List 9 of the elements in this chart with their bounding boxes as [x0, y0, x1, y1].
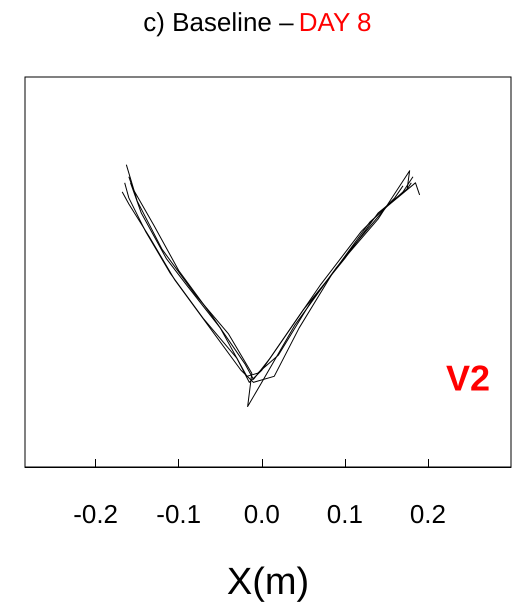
x-tick-label: -0.1: [156, 499, 202, 529]
x-tick-label: 0.2: [410, 499, 446, 529]
chart-title: c) Baseline –: [143, 7, 294, 37]
annotation: V2: [446, 358, 490, 398]
x-tick-label: -0.2: [73, 499, 118, 529]
x-axis-title: X(m): [226, 561, 310, 603]
chart-subtitle: DAY 8: [298, 7, 372, 37]
x-tick-label: 0.0: [244, 499, 280, 529]
x-tick-label: 0.1: [326, 499, 363, 529]
